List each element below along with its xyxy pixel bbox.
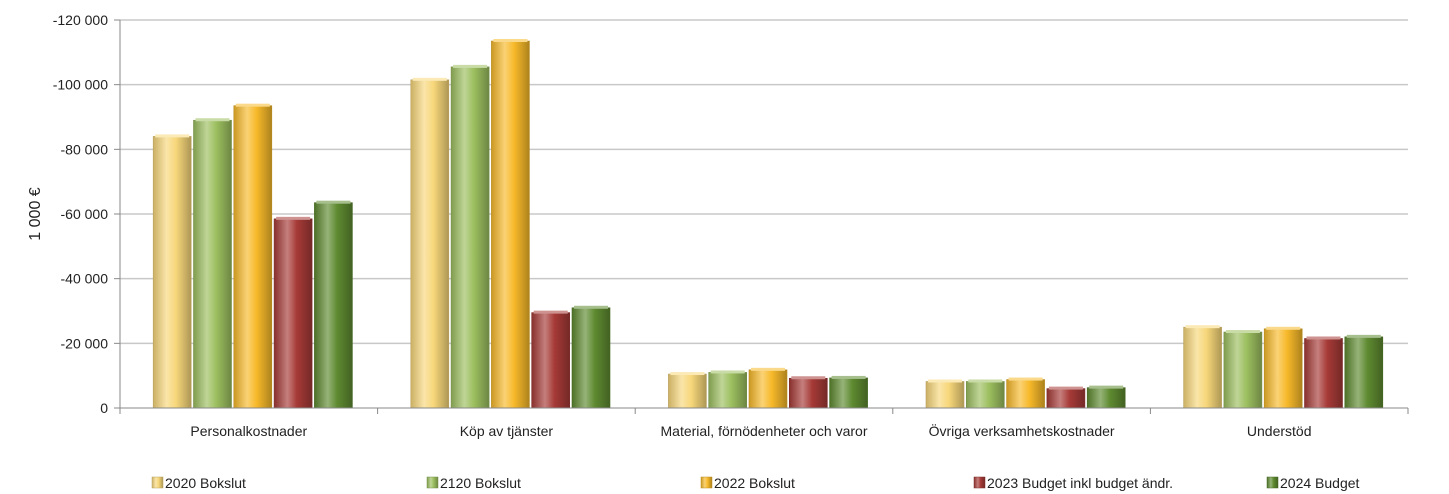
legend-swatch	[151, 476, 164, 489]
bar-top-bevel	[791, 376, 826, 380]
bar	[1006, 379, 1045, 409]
y-axis-ticks: 0 -20 000 -40 000 -60 000 -80 000 -100 000 -12…	[53, 12, 120, 416]
bar-top-bevel	[710, 370, 745, 374]
bar-top-bevel	[1225, 330, 1260, 334]
bar-top-bevel	[831, 375, 866, 379]
bar	[829, 377, 868, 409]
bar	[152, 136, 192, 409]
bar-top-bevel	[751, 367, 785, 371]
bar	[314, 202, 353, 409]
bar-top-bevel	[1266, 326, 1301, 330]
bar-top-bevel	[1306, 336, 1341, 340]
bar	[668, 373, 707, 409]
category-label: Övriga verksamhetskostnader	[929, 422, 1115, 439]
bar	[1046, 388, 1086, 409]
bar	[1304, 338, 1343, 409]
bar-top-bevel	[928, 379, 962, 383]
bar-top-bevel	[412, 77, 447, 81]
legend: 2020 Bokslut 2120 Bokslut 2022 Bokslut 2023…	[151, 475, 1360, 491]
bar	[708, 372, 748, 409]
bar-top-bevel	[533, 310, 568, 314]
category-label: Material, förnödenheter och varor	[661, 423, 868, 439]
bar	[788, 377, 828, 409]
bar	[1263, 328, 1303, 409]
legend-label: 2022 Bokslut	[714, 475, 795, 491]
bar	[450, 66, 490, 409]
bar	[748, 369, 788, 409]
bar-top-bevel	[670, 372, 705, 376]
bar-top-bevel	[493, 39, 528, 43]
y-tick-label: -80 000	[61, 141, 109, 157]
bar-top-bevel	[195, 118, 230, 122]
legend-label: 2024 Budget	[1280, 475, 1360, 491]
bar-top-bevel	[968, 379, 1003, 383]
legend-swatch	[700, 476, 713, 489]
bar	[1223, 331, 1263, 409]
legend-label: 2020 Bokslut	[165, 475, 246, 491]
y-tick-label: -40 000	[61, 271, 109, 287]
bar	[410, 79, 450, 409]
bar-top-bevel	[235, 103, 270, 107]
bar	[1344, 336, 1384, 409]
category-label: Understöd	[1247, 423, 1312, 439]
bar	[273, 218, 313, 409]
legend-label: 2120 Bokslut	[440, 475, 521, 491]
bar	[1086, 387, 1126, 409]
y-tick-label: -20 000	[61, 335, 109, 351]
legend-swatch	[1266, 476, 1279, 489]
y-tick-label: -60 000	[61, 206, 109, 222]
bar	[965, 381, 1005, 409]
bar-top-bevel	[316, 200, 351, 204]
legend-swatch	[426, 476, 439, 489]
bar	[491, 40, 530, 409]
bar-top-bevel	[1008, 377, 1043, 381]
x-axis	[119, 20, 1409, 414]
y-tick-label: -120 000	[53, 12, 108, 28]
bar-top-bevel	[574, 305, 608, 309]
bar	[571, 307, 611, 409]
legend-swatch	[973, 476, 986, 489]
bars	[152, 39, 1384, 409]
bar-top-bevel	[453, 64, 488, 68]
bar	[1183, 326, 1222, 409]
bar-top-bevel	[1346, 334, 1381, 338]
y-tick-label: -100 000	[53, 77, 108, 93]
category-label: Personalkostnader	[190, 423, 307, 439]
bar-top-bevel	[155, 134, 190, 138]
bar	[925, 381, 965, 409]
category-labels: Personalkostnader Köp av tjänster Material…	[190, 422, 1311, 439]
bar-top-bevel	[276, 216, 311, 220]
bar	[193, 119, 232, 409]
legend-label: 2023 Budget inkl budget ändr.	[987, 475, 1173, 491]
y-axis-title: 1 000 €	[27, 187, 44, 240]
category-label: Köp av tjänster	[460, 423, 554, 439]
bar-top-bevel	[1048, 386, 1083, 390]
bar	[233, 105, 273, 409]
bar-top-bevel	[1089, 385, 1124, 389]
gridlines	[120, 19, 1408, 345]
bar-top-bevel	[1185, 325, 1220, 329]
bar	[531, 312, 571, 409]
y-tick-label: 0	[100, 400, 108, 416]
